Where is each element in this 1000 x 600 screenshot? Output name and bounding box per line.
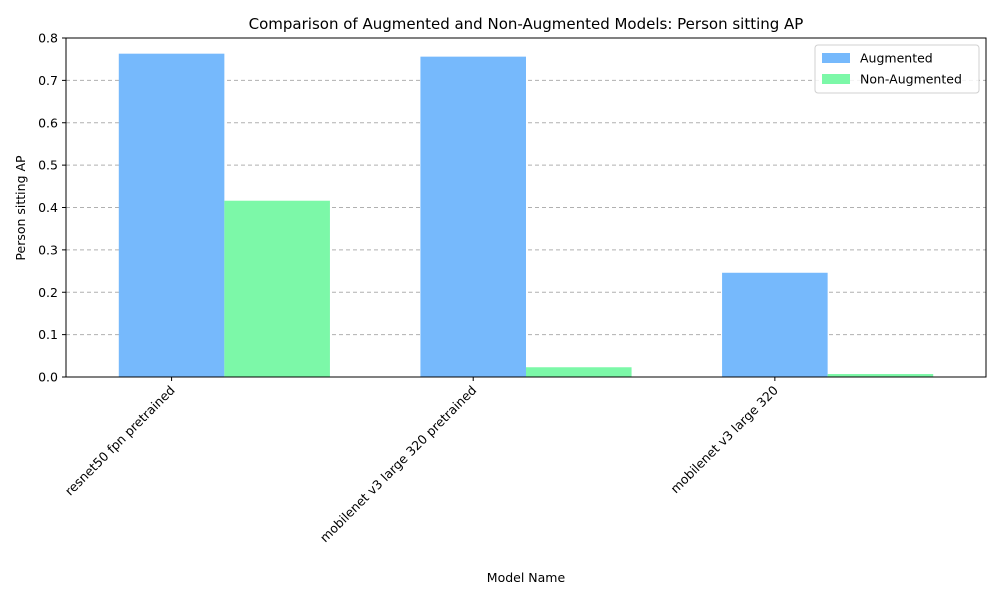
bar-augmented-2 <box>722 272 828 377</box>
bar-non-augmented-1 <box>526 367 632 377</box>
y-tick-label: 0.1 <box>38 327 58 342</box>
legend-swatch <box>822 74 850 84</box>
legend-swatch <box>822 53 850 63</box>
x-tick-label: resnet50 fpn pretrained <box>62 383 178 499</box>
chart-title: Comparison of Augmented and Non-Augmente… <box>249 15 804 33</box>
y-tick-label: 0.5 <box>38 158 58 173</box>
bar-augmented-0 <box>118 53 225 378</box>
bar-non-augmented-0 <box>224 200 330 377</box>
y-tick-label: 0.4 <box>38 200 58 215</box>
bars <box>118 53 934 378</box>
y-tick-label: 0.6 <box>38 115 58 130</box>
legend-label: Augmented <box>860 51 933 66</box>
y-tick-label: 0.2 <box>38 285 58 300</box>
y-tick-label: 0.3 <box>38 242 58 257</box>
x-tick-label: mobilenet v3 large 320 <box>667 382 781 496</box>
y-axis-ticks: 0.0 0.1 0.2 0.3 0.4 0.5 0.6 0.7 0.8 <box>38 31 66 385</box>
y-tick-label: 0.8 <box>38 31 58 46</box>
y-axis-label: Person sitting AP <box>13 155 28 261</box>
x-tick-label: mobilenet v3 large 320 pretrained <box>317 383 480 546</box>
bar-augmented-1 <box>420 56 526 378</box>
y-tick-label: 0.0 <box>38 370 58 385</box>
legend-box <box>814 44 980 94</box>
x-axis-ticks: resnet50 fpn pretrained mobilenet v3 larg… <box>62 377 781 545</box>
y-tick-label: 0.7 <box>38 73 58 88</box>
bar-non-augmented-2 <box>827 374 934 377</box>
x-axis-label: Model Name <box>487 570 566 585</box>
legend-label: Non-Augmented <box>860 72 962 87</box>
legend: Augmented Non-Augmented <box>814 44 980 94</box>
